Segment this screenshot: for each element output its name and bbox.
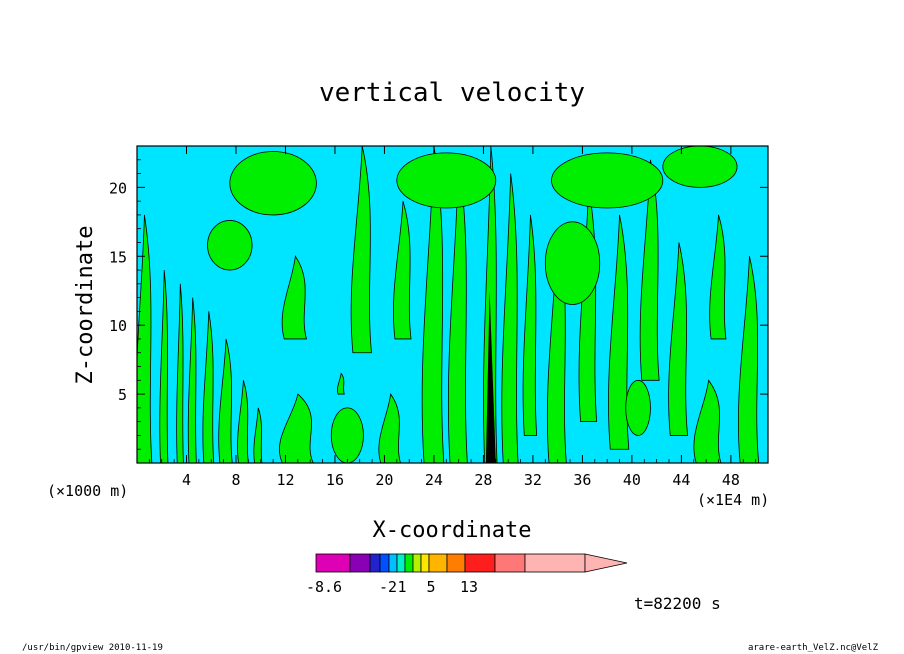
y-axis: 5 10 15 20 (109, 159, 768, 450)
colorbar-segment (388, 553, 398, 573)
x-tick-label: 12 (276, 471, 294, 489)
colorbar-segment (404, 553, 414, 573)
positive-region-band (187, 297, 197, 463)
colorbar-segment (349, 553, 371, 573)
colorbar: -8.6 -2 1 5 13 (306, 553, 628, 596)
colorbar-segment (428, 553, 448, 573)
colorbar-label: -2 (379, 578, 397, 596)
x-tick-label: 28 (474, 471, 492, 489)
x-tick-label: 16 (326, 471, 344, 489)
chart-title: vertical velocity (319, 78, 585, 108)
colorbar-segment (369, 553, 381, 573)
positive-region-blob (544, 221, 601, 305)
y-axis-label: Z-coordinate (73, 226, 98, 385)
colorbar-segment (420, 553, 430, 573)
footer-right: arare-earth_VelZ.nc@VelZ (748, 643, 879, 653)
colorbar-segment (524, 553, 586, 573)
colorbar-label: 1 (397, 578, 406, 596)
x-tick-label: 4 (182, 471, 191, 489)
positive-region-blob (330, 407, 364, 463)
velocity-field (137, 146, 760, 463)
positive-region-band (378, 393, 401, 463)
y-tick-label: 20 (109, 179, 127, 197)
colorbar-segment (396, 553, 406, 573)
positive-region-band (137, 214, 153, 463)
colorbar-segment (412, 553, 422, 573)
updraft-core (485, 290, 496, 463)
x-unit-right: (×1E4 m) (697, 491, 769, 509)
colorbar-segment (315, 553, 351, 573)
positive-region-band (281, 255, 308, 340)
colorbar-label: -8.6 (306, 578, 342, 596)
x-tick-label: 24 (425, 471, 443, 489)
x-tick-label: 32 (524, 471, 542, 489)
colorbar-segment (379, 553, 390, 573)
positive-region-band (237, 380, 249, 463)
y-tick-label: 10 (109, 317, 127, 335)
x-axis: 4 8 12 16 20 24 28 32 36 40 44 48 (148, 146, 757, 489)
x-tick-label: 20 (375, 471, 393, 489)
positive-region-band (218, 338, 233, 463)
positive-region-band (279, 393, 314, 463)
positive-region-band (501, 173, 519, 463)
positive-region-blob (662, 146, 738, 188)
positive-region-blob (551, 152, 664, 209)
positive-region-band (176, 283, 184, 463)
positive-region-blob (396, 152, 497, 209)
positive-region-band (639, 159, 660, 381)
x-tick-label: 8 (231, 471, 240, 489)
positive-region-band (693, 379, 722, 463)
positive-region-band (709, 214, 727, 340)
colorbar-segment (494, 553, 526, 573)
time-label: t=82200 s (634, 594, 721, 613)
positive-region-band (737, 256, 760, 463)
x-tick-label: 36 (573, 471, 591, 489)
positive-region-blob (207, 220, 253, 271)
positive-region-blob (229, 151, 317, 216)
colorbar-label: 13 (460, 578, 478, 596)
x-tick-label: 48 (722, 471, 740, 489)
positive-region-band (202, 311, 215, 463)
footer-left: /usr/bin/gpview 2010-11-19 (22, 643, 163, 653)
positive-region-band (253, 407, 263, 463)
positive-region-band (668, 242, 689, 436)
x-tick-label: 40 (623, 471, 641, 489)
colorbar-segment (446, 553, 466, 573)
plot-frame (136, 145, 769, 464)
positive-region-band (337, 372, 345, 395)
y-tick-label: 5 (118, 386, 127, 404)
positive-region-band (608, 214, 630, 450)
positive-region-band (522, 214, 538, 436)
x-axis-label: X-coordinate (373, 518, 532, 543)
positive-region-band (393, 201, 412, 340)
colorbar-label: 5 (426, 578, 435, 596)
positive-region-band (159, 270, 169, 463)
x-tick-label: 44 (672, 471, 690, 489)
colorbar-arrow (584, 553, 628, 573)
x-unit-left: (×1000 m) (47, 482, 128, 500)
y-tick-label: 15 (109, 248, 127, 266)
colorbar-segment (464, 553, 496, 573)
positive-region-blob (625, 379, 651, 436)
